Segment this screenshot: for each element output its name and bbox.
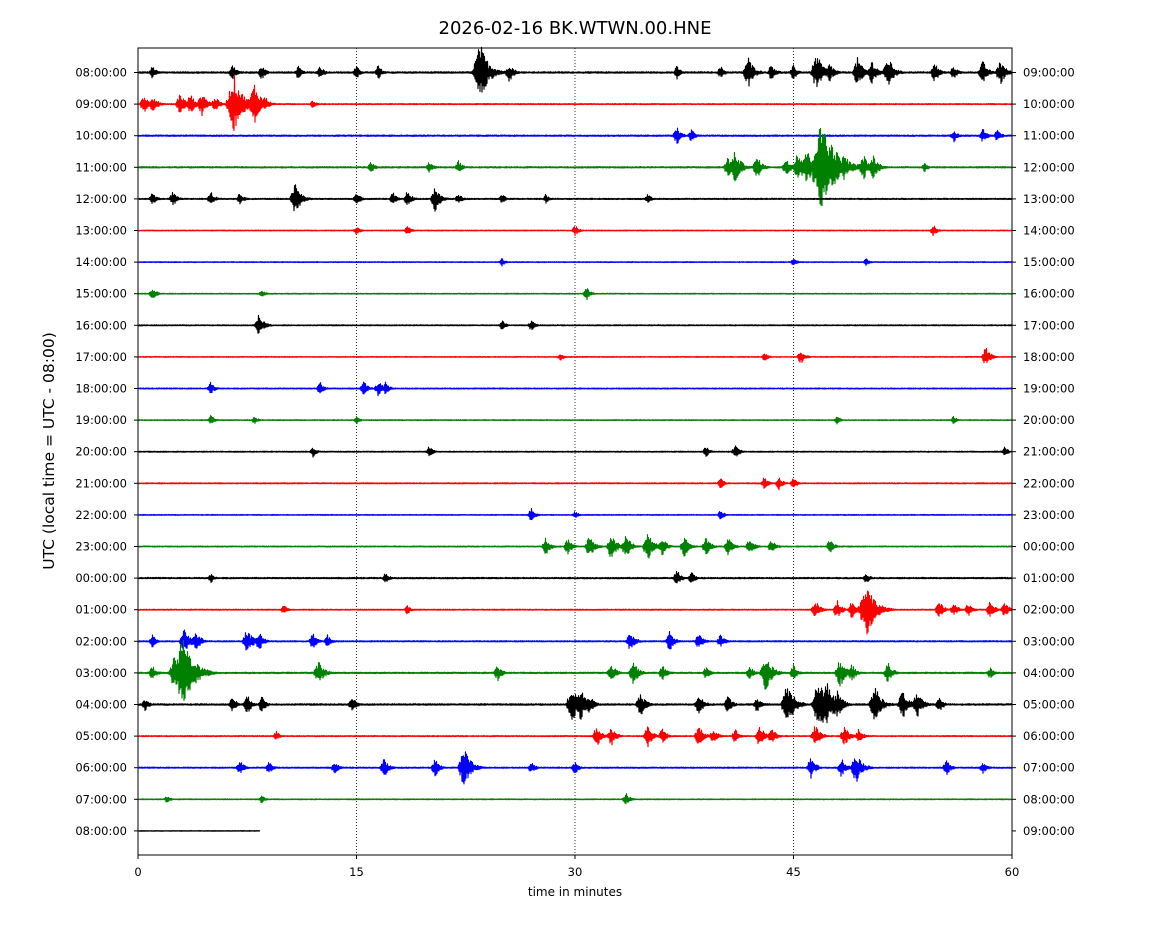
trace-row bbox=[137, 534, 1013, 559]
trace-row bbox=[137, 683, 1013, 724]
y-tick-label-right: 18:00:00 bbox=[1023, 350, 1075, 364]
trace-row bbox=[138, 258, 1013, 267]
y-tick-label-right: 00:00:00 bbox=[1023, 540, 1075, 554]
y-tick-label-left: 08:00:00 bbox=[75, 66, 127, 80]
y-tick-label-left: 10:00:00 bbox=[75, 129, 127, 143]
trace-row bbox=[137, 477, 1013, 491]
y-tick-label-left: 00:00:00 bbox=[75, 571, 127, 585]
y-tick-label-right: 04:00:00 bbox=[1023, 666, 1075, 680]
y-tick-label-right: 19:00:00 bbox=[1023, 382, 1075, 396]
trace-group bbox=[137, 46, 1013, 832]
y-tick-label-right: 21:00:00 bbox=[1023, 445, 1075, 459]
y-tick-label-right: 14:00:00 bbox=[1023, 224, 1075, 238]
y-tick-label-left: 16:00:00 bbox=[75, 318, 127, 332]
trace-row bbox=[138, 288, 1013, 301]
y-tick-label-left: 03:00:00 bbox=[75, 666, 127, 680]
y-tick-label-right: 05:00:00 bbox=[1023, 698, 1075, 712]
trace-row bbox=[138, 184, 1013, 212]
y-tick-label-right: 22:00:00 bbox=[1023, 476, 1075, 490]
y-tick-label-left: 01:00:00 bbox=[75, 603, 127, 617]
trace-row bbox=[138, 347, 1013, 364]
y-tick-label-left: 06:00:00 bbox=[75, 761, 127, 775]
trace-row bbox=[138, 726, 1013, 748]
y-tick-label-left: 15:00:00 bbox=[75, 287, 127, 301]
y-axis-label: UTC (local time = UTC - 08:00) bbox=[40, 332, 58, 570]
x-tick-label: 15 bbox=[349, 865, 364, 879]
y-tick-label-left: 12:00:00 bbox=[75, 192, 127, 206]
y-tick-label-right: 08:00:00 bbox=[1023, 792, 1075, 806]
y-tick-label-right: 13:00:00 bbox=[1023, 192, 1075, 206]
y-tick-label-right: 01:00:00 bbox=[1023, 571, 1075, 585]
y-tick-label-left: 07:00:00 bbox=[75, 792, 127, 806]
y-tick-label-right: 10:00:00 bbox=[1023, 97, 1075, 111]
y-tick-label-left: 22:00:00 bbox=[75, 508, 127, 522]
x-axis-label: time in minutes bbox=[528, 885, 622, 899]
y-tick-label-left: 08:00:00 bbox=[75, 824, 127, 838]
trace-row bbox=[138, 225, 1013, 237]
chart-title: 2026-02-16 BK.WTWN.00.HNE bbox=[439, 18, 712, 39]
y-tick-label-right: 11:00:00 bbox=[1023, 129, 1075, 143]
trace-row bbox=[137, 629, 1013, 651]
trace-row bbox=[137, 314, 1013, 334]
x-tick-label: 45 bbox=[786, 865, 801, 879]
trace-row bbox=[138, 570, 1013, 584]
y-tick-label-right: 09:00:00 bbox=[1023, 824, 1075, 838]
trace-row bbox=[137, 46, 1013, 93]
x-tick-label: 60 bbox=[1005, 865, 1020, 879]
x-tick-label: 30 bbox=[568, 865, 583, 879]
y-tick-label-right: 06:00:00 bbox=[1023, 729, 1075, 743]
x-axis-ticks: 0 15 30 45 60 bbox=[134, 855, 1019, 879]
trace-row bbox=[138, 590, 1013, 635]
grid-lines bbox=[356, 48, 794, 855]
trace-row bbox=[137, 127, 1013, 144]
trace-row bbox=[138, 793, 1013, 805]
y-tick-label-right: 16:00:00 bbox=[1023, 287, 1075, 301]
y-tick-label-right: 23:00:00 bbox=[1023, 508, 1075, 522]
y-tick-label-left: 19:00:00 bbox=[75, 413, 127, 427]
y-tick-label-left: 11:00:00 bbox=[75, 160, 127, 174]
trace-row bbox=[138, 829, 261, 832]
y-tick-label-left: 18:00:00 bbox=[75, 382, 127, 396]
y-tick-label-left: 20:00:00 bbox=[75, 445, 127, 459]
y-tick-label-right: 20:00:00 bbox=[1023, 413, 1075, 427]
y-tick-label-left: 17:00:00 bbox=[75, 350, 127, 364]
y-tick-label-right: 12:00:00 bbox=[1023, 160, 1075, 174]
trace-row bbox=[138, 381, 1013, 397]
y-tick-label-left: 23:00:00 bbox=[75, 540, 127, 554]
y-tick-label-left: 04:00:00 bbox=[75, 698, 127, 712]
y-tick-label-left: 09:00:00 bbox=[75, 97, 127, 111]
y-tick-label-right: 09:00:00 bbox=[1023, 66, 1075, 80]
trace-row bbox=[138, 445, 1013, 458]
trace-row bbox=[138, 508, 1013, 521]
trace-row bbox=[138, 415, 1013, 425]
y-tick-label-left: 05:00:00 bbox=[75, 729, 127, 743]
y-tick-label-right: 02:00:00 bbox=[1023, 603, 1075, 617]
y-axis-ticks: 08:00:00 09:00:00 09:00:00 10:00:00 10:00:00… bbox=[75, 66, 1074, 838]
trace-row bbox=[137, 127, 1013, 207]
y-tick-label-right: 07:00:00 bbox=[1023, 761, 1075, 775]
trace-row bbox=[138, 751, 1013, 785]
y-tick-label-right: 15:00:00 bbox=[1023, 255, 1075, 269]
y-tick-label-right: 03:00:00 bbox=[1023, 634, 1075, 648]
y-tick-label-left: 21:00:00 bbox=[75, 476, 127, 490]
x-tick-label: 0 bbox=[134, 865, 141, 879]
trace-row bbox=[138, 75, 1013, 132]
y-tick-label-left: 13:00:00 bbox=[75, 224, 127, 238]
y-tick-label-right: 17:00:00 bbox=[1023, 318, 1075, 332]
y-tick-label-left: 14:00:00 bbox=[75, 255, 127, 269]
y-tick-label-left: 02:00:00 bbox=[75, 634, 127, 648]
trace-row bbox=[138, 640, 1013, 702]
